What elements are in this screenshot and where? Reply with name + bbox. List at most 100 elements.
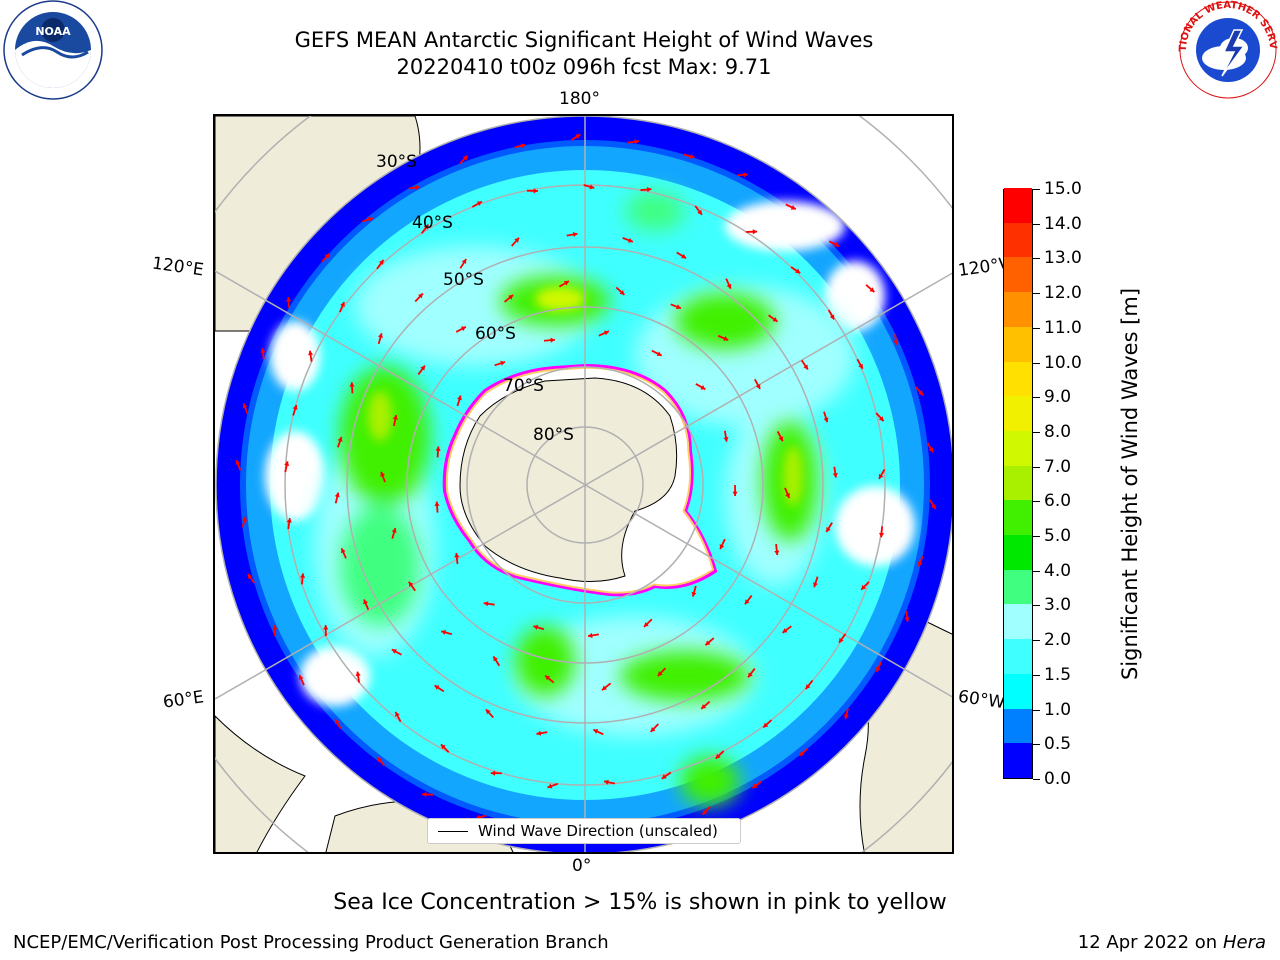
colorbar-tick [1033, 293, 1040, 295]
colorbar-segment [1004, 534, 1032, 570]
colorbar-segment [1004, 708, 1032, 744]
sea-ice-note: Sea Ice Concentration > 15% is shown in … [333, 890, 947, 915]
wind-arrow-head [876, 667, 881, 672]
wind-arrow-head [340, 301, 345, 307]
colorbar-tick-label: 0.0 [1044, 769, 1072, 789]
wind-arrow-head [508, 295, 514, 300]
wind-arrow-head [434, 685, 440, 690]
wind-arrow-head [533, 188, 538, 194]
wind-arrow-head [785, 493, 790, 499]
wind-arrow-head [292, 405, 298, 410]
wind-arrow-head [657, 671, 663, 677]
wind-arrow-head [545, 675, 551, 681]
wind-arrow-head [928, 447, 934, 453]
white-patches [265, 201, 915, 706]
wind-arrow-head [391, 649, 397, 654]
wind-arrow-head [878, 532, 885, 538]
lon-label-0: 0° [572, 856, 592, 876]
legend-label: Wind Wave Direction (unscaled) [478, 822, 718, 840]
wind-arrow-head [918, 390, 924, 396]
colorbar-tick-label: 8.0 [1044, 421, 1072, 442]
colorbar-segment [1004, 430, 1032, 466]
wind-arrow-head [681, 253, 687, 259]
colorbar-tick-label: 10.0 [1044, 352, 1082, 373]
wind-arrow-head [363, 599, 369, 605]
colorbar-tick [1033, 431, 1040, 433]
lon-label-120e: 120°E [150, 253, 205, 281]
wind-arrow-head [547, 783, 553, 789]
wind-arrow-head [355, 671, 361, 677]
wind-arrow-head [337, 436, 343, 442]
wind-arrow-head [533, 624, 539, 630]
lon-label-180: 180° [559, 89, 600, 109]
wind-arrow-head [832, 472, 838, 478]
wind-arrow-head [235, 460, 241, 465]
colorbar-tick [1033, 397, 1040, 399]
footer-date: 12 Apr 2022 on Hera [1078, 932, 1266, 953]
wind-arrow-head [454, 553, 460, 558]
wind-arrow-head [589, 184, 595, 190]
wind-arrow-head [272, 625, 278, 630]
colorbar-segment [1004, 187, 1032, 223]
wind-arrow-head [650, 727, 656, 732]
colorbar-tick-label: 6.0 [1044, 491, 1072, 512]
colorbar-title: Significant Height of Wind Waves [m] [1118, 287, 1142, 681]
wind-arrow-head [377, 333, 383, 339]
colorbar-tick [1033, 674, 1040, 676]
wind-arrow-head [241, 516, 247, 522]
colorbar-segment [1004, 222, 1032, 258]
colorbar-segment [1004, 569, 1032, 605]
colorbar-tick [1033, 258, 1040, 260]
wind-arrow-head [826, 526, 831, 532]
wind-arrow-head [774, 550, 780, 556]
wind-arrow-head [367, 216, 373, 222]
wind-arrow-head [514, 237, 520, 243]
colorbar-tick-label: 1.0 [1044, 699, 1072, 720]
wind-arrow-head [829, 314, 835, 320]
wind-arrow-head [805, 684, 811, 690]
colorbar-tick [1033, 466, 1040, 468]
colorbar [1003, 187, 1033, 779]
colorbar-segment [1004, 395, 1032, 431]
wind-arrow-head [601, 685, 607, 691]
wind-arrow-head [772, 317, 778, 322]
legend-line-swatch [438, 831, 468, 832]
wind-arrow-head [395, 711, 400, 717]
wind-arrow-head [435, 446, 441, 451]
lon-label-60w: 60°W [956, 686, 1007, 714]
wind-arrow-head [719, 544, 725, 550]
wind-arrow-head [340, 548, 346, 554]
colorbar-tick [1033, 362, 1040, 364]
wind-arrow-head [795, 268, 801, 274]
colorbar-tick-label: 5.0 [1044, 526, 1072, 547]
colorbar-segment [1004, 291, 1032, 327]
wind-arrow-head [858, 363, 863, 369]
lat-label-60s: 60°S [475, 324, 516, 344]
wind-arrow-head [744, 599, 750, 605]
wind-arrow-head [483, 601, 489, 607]
colorbar-tick-label: 3.0 [1044, 595, 1072, 616]
wind-arrow-head [700, 385, 706, 390]
footer-credit: NCEP/EMC/Verification Post Processing Pr… [13, 932, 609, 953]
wind-arrow-head [563, 281, 569, 286]
wind-arrow-head [799, 751, 805, 756]
wind-arrow-head [689, 153, 695, 159]
wind-arrow-head [260, 348, 266, 353]
colorbar-tick-label: 0.5 [1044, 734, 1072, 755]
colorbar-tick [1033, 223, 1040, 225]
colorbar-segment [1004, 465, 1032, 501]
lat-label-70s: 70°S [503, 376, 544, 396]
wind-arrow-head [423, 224, 429, 230]
colorbar-tick-label: 15.0 [1044, 179, 1082, 199]
wind-arrow-head [869, 287, 875, 293]
wind-arrow-head [536, 730, 542, 736]
colorbar-tick-label: 14.0 [1044, 213, 1082, 234]
colorbar-tick-label: 4.0 [1044, 560, 1072, 581]
map-panel [213, 114, 954, 854]
colorbar-segment [1004, 603, 1032, 640]
wind-arrow-head [823, 417, 829, 423]
wind-arrow-head [834, 242, 840, 247]
nws-logo: NATIONAL WEATHER SERVICE [1176, 0, 1278, 99]
wind-arrow-head [308, 350, 314, 356]
wind-arrow-head [392, 415, 398, 420]
